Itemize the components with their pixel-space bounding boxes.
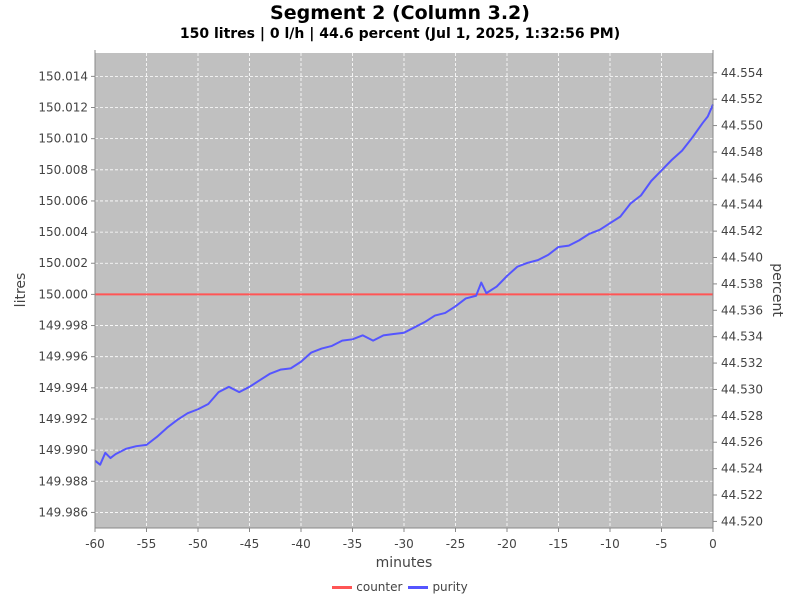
y2-tick-label: 44.524	[721, 462, 763, 476]
y-tick-label: 150.002	[38, 256, 88, 270]
axes-layer: -60 -55 -50 -45 -40 -35 -30 -25 -20 -15 -10 -5 0149.…	[38, 50, 763, 551]
legend-item-counter: counter	[332, 580, 402, 594]
legend: counter purity	[0, 580, 800, 594]
legend-swatch-counter	[332, 585, 353, 589]
x-tick-label: -55	[137, 537, 157, 551]
y2-tick-label: 44.548	[721, 145, 763, 159]
y-tick-label: 149.988	[38, 474, 88, 488]
y-tick-label: 150.010	[38, 132, 88, 146]
legend-label-counter: counter	[356, 580, 403, 594]
legend-item-purity: purity	[408, 580, 468, 594]
x-tick-label: -20	[497, 537, 517, 551]
y-tick-label: 149.990	[38, 443, 88, 457]
y-tick-label: 150.008	[38, 163, 88, 177]
y2-tick-label: 44.534	[721, 330, 763, 344]
y-axis-label: litres	[13, 273, 29, 308]
y-tick-label: 150.004	[38, 225, 88, 239]
legend-swatch-purity	[408, 585, 429, 589]
x-tick-label: -60	[85, 537, 105, 551]
y2-tick-label: 44.520	[721, 514, 763, 528]
y2-tick-label: 44.538	[721, 277, 763, 291]
y2-tick-label: 44.546	[721, 171, 763, 185]
y-tick-label: 149.996	[38, 350, 88, 364]
x-tick-label: -45	[240, 537, 260, 551]
y-tick-label: 149.986	[38, 505, 88, 519]
y-tick-label: 150.000	[38, 287, 88, 301]
chart-title: Segment 2 (Column 3.2)	[270, 2, 530, 24]
y2-tick-label: 44.522	[721, 488, 763, 502]
chart-subtitle: 150 litres | 0 l/h | 44.6 percent (Jul 1…	[179, 26, 621, 42]
x-tick-label: -35	[343, 537, 363, 551]
y-tick-label: 149.994	[38, 381, 88, 395]
x-tick-label: -50	[188, 537, 208, 551]
y2-tick-label: 44.530	[721, 382, 763, 396]
series-layer	[94, 104, 714, 466]
y2-tick-label: 44.536	[721, 303, 763, 317]
y2-tick-label: 44.528	[721, 409, 763, 423]
legend-label-purity: purity	[432, 580, 468, 594]
x-tick-label: -10	[600, 537, 620, 551]
y2-tick-label: 44.542	[721, 224, 763, 238]
x-tick-label: -15	[549, 537, 569, 551]
y2-tick-label: 44.552	[721, 92, 763, 106]
x-tick-label: 0	[709, 537, 717, 551]
y2-tick-label: 44.540	[721, 251, 763, 265]
y-tick-label: 150.012	[38, 101, 88, 115]
x-tick-label: -30	[394, 537, 414, 551]
x-axis-label: minutes	[376, 555, 433, 571]
x-tick-label: -25	[446, 537, 466, 551]
y-tick-label: 150.014	[38, 69, 88, 83]
y2-tick-label: 44.526	[721, 435, 763, 449]
y-tick-label: 150.006	[38, 194, 88, 208]
y2-tick-label: 44.532	[721, 356, 763, 370]
y2-tick-label: 44.550	[721, 119, 763, 133]
series-line-purity	[94, 104, 714, 466]
y-tick-label: 149.992	[38, 412, 88, 426]
x-tick-label: -5	[656, 537, 668, 551]
grid-layer	[94, 53, 714, 528]
y2-axis-label: percent	[769, 263, 785, 317]
y2-tick-label: 44.544	[721, 198, 763, 212]
y2-tick-label: 44.554	[721, 66, 763, 80]
x-tick-label: -40	[291, 537, 311, 551]
y-tick-label: 149.998	[38, 319, 88, 333]
